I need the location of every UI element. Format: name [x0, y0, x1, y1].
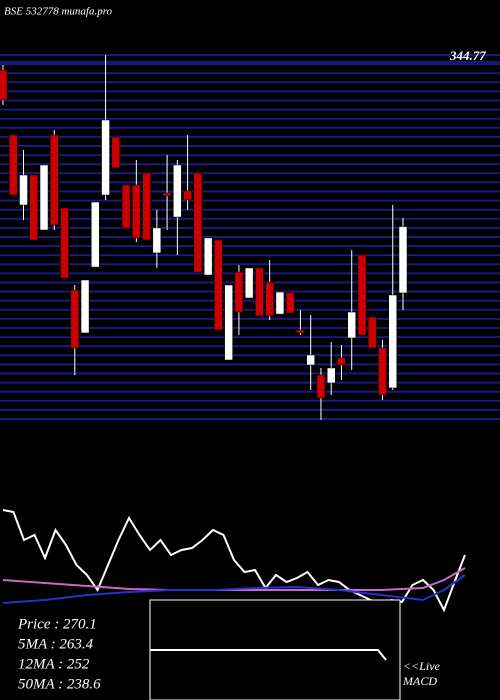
legend-line: 12MA : 252: [18, 656, 90, 672]
candle-body: [183, 190, 192, 201]
candle-body: [111, 136, 121, 169]
indicator-label: MACD: [402, 674, 437, 688]
candle-body: [121, 184, 131, 229]
y-tick-label: 344.77: [449, 48, 486, 63]
candle-body: [101, 119, 110, 196]
candle-body: [285, 292, 295, 314]
candle-body: [367, 316, 377, 349]
candle-body: [91, 201, 100, 268]
chart-title: BSE 532778 munafa.pro: [4, 6, 113, 18]
grid: 344.77: [0, 48, 500, 420]
candle-body: [234, 271, 244, 313]
candle-body: [357, 254, 367, 336]
candle-body: [9, 134, 18, 196]
candle-body: [255, 267, 264, 317]
candle-body: [224, 284, 233, 361]
candle-body: [214, 239, 223, 331]
candle-body: [265, 281, 274, 317]
info-line: [150, 649, 387, 661]
candle-body: [275, 291, 285, 315]
candle-body: [244, 267, 254, 299]
indicator-line: [2, 574, 466, 604]
candle-body: [29, 174, 39, 241]
candle-body: [203, 237, 213, 276]
legend-line: 50MA : 238.6: [18, 676, 101, 692]
candle-body: [378, 347, 387, 396]
candles: [0, 55, 408, 420]
candle-body: [296, 329, 305, 334]
candle-body: [193, 172, 203, 273]
candle-body: [152, 227, 162, 254]
candle-body: [80, 279, 90, 334]
legend-line: Price : 270.1: [17, 616, 97, 632]
candle-body: [19, 174, 28, 206]
candle-body: [60, 207, 69, 279]
candle-body: [132, 184, 141, 239]
candle-body: [326, 367, 336, 384]
indicator-line: [2, 567, 466, 591]
live-label: <<Live: [403, 659, 441, 673]
candle-body: [306, 354, 315, 366]
candle-body: [0, 69, 8, 101]
candle-body: [142, 172, 151, 241]
candle-body: [347, 311, 356, 339]
candle-body: [388, 294, 397, 389]
candle-body: [39, 164, 49, 231]
legend-line: 5MA : 263.4: [18, 636, 94, 652]
candle-body: [162, 192, 172, 197]
candle-body: [173, 164, 182, 218]
candle-body: [398, 226, 408, 294]
candle-body: [316, 374, 326, 399]
candle-body: [337, 357, 346, 366]
candle-body: [70, 289, 80, 349]
candle-body: [50, 134, 59, 226]
